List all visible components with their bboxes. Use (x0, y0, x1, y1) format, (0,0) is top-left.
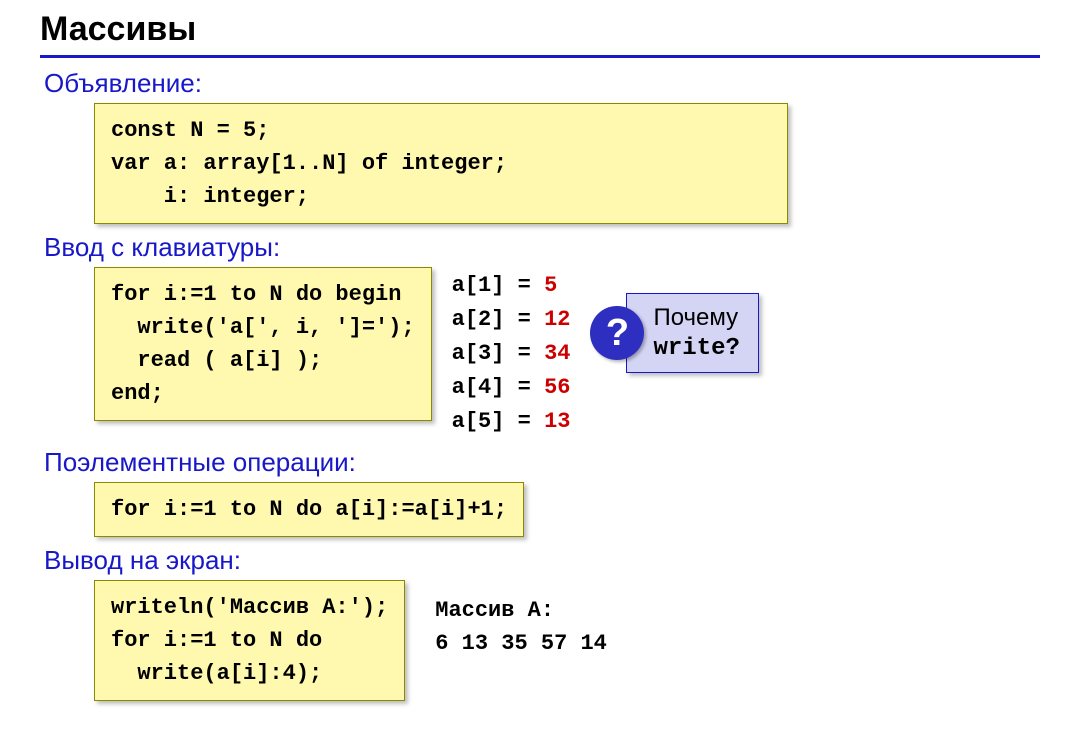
section-output-label: Вывод на экран: (44, 545, 1040, 576)
section-declaration-label: Объявление: (44, 68, 1040, 99)
console-output: Массив A: 6 13 35 57 14 (435, 594, 607, 660)
array-value-row: a[5] = 13 (452, 405, 571, 439)
array-index: a[4] = (452, 375, 544, 400)
console-values: 6 13 35 57 14 (435, 627, 607, 660)
callout-line2: write? (653, 333, 739, 364)
array-index: a[1] = (452, 273, 544, 298)
slide: Массивы Объявление: const N = 5; var a: … (0, 0, 1080, 721)
section-ops-label: Поэлементные операции: (44, 447, 1040, 478)
array-values-list: a[1] = 5 a[2] = 12 a[3] = 34 a[4] = 56 a… (452, 269, 571, 439)
console-header: Массив A: (435, 594, 607, 627)
input-row: for i:=1 to N do begin write('a[', i, ']… (40, 267, 1040, 439)
page-title: Массивы (40, 10, 1040, 58)
code-input: for i:=1 to N do begin write('a[', i, ']… (94, 267, 432, 421)
array-val: 12 (544, 307, 570, 332)
array-value-row: a[2] = 12 (452, 303, 571, 337)
array-val: 13 (544, 409, 570, 434)
code-output: writeln('Массив A:'); for i:=1 to N do w… (94, 580, 405, 701)
array-val: 34 (544, 341, 570, 366)
section-input-label: Ввод с клавиатуры: (44, 232, 1040, 263)
array-val: 5 (544, 273, 557, 298)
array-value-row: a[3] = 34 (452, 337, 571, 371)
array-val: 56 (544, 375, 570, 400)
code-ops: for i:=1 to N do a[i]:=a[i]+1; (94, 482, 524, 537)
array-index: a[5] = (452, 409, 544, 434)
output-row: writeln('Массив A:'); for i:=1 to N do w… (40, 580, 1040, 701)
callout-container: ? Почему write? (590, 293, 758, 373)
array-value-row: a[1] = 5 (452, 269, 571, 303)
code-declaration: const N = 5; var a: array[1..N] of integ… (94, 103, 788, 224)
callout-line1: Почему (653, 302, 739, 333)
array-value-row: a[4] = 56 (452, 371, 571, 405)
array-index: a[2] = (452, 307, 544, 332)
array-index: a[3] = (452, 341, 544, 366)
callout-box: Почему write? (626, 293, 758, 373)
